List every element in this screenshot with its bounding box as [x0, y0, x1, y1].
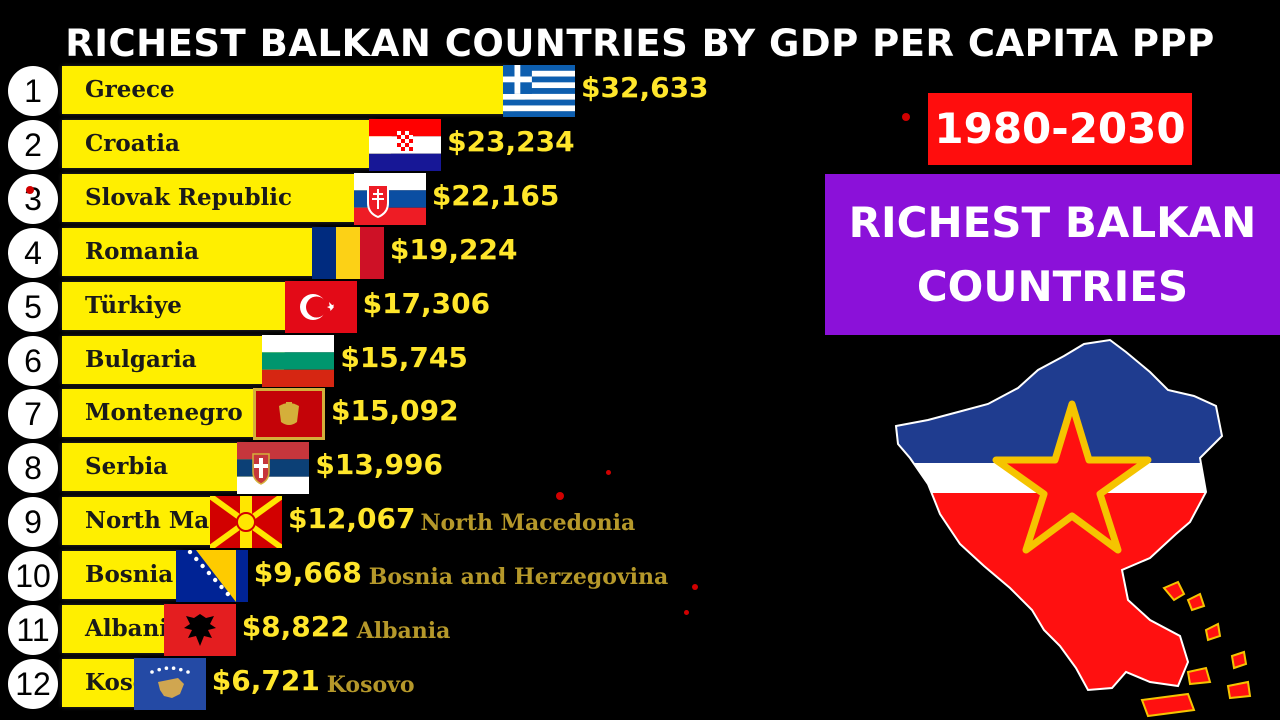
rank-badge: 3: [8, 173, 58, 224]
chart-row: 9 North Mace $12,067 North Macedonia: [0, 495, 780, 549]
country-name-label: Bosnia and Herzegovina: [368, 564, 669, 591]
chart-row: 4 Romania $19,224: [0, 226, 780, 280]
bulgaria-flag-icon: [262, 334, 335, 387]
value-label: $13,996: [315, 448, 443, 482]
caption-text: RICHEST BALKAN COUNTRIES: [848, 197, 1257, 311]
turkiye-flag-icon: [284, 280, 357, 333]
chart-row: 3 Slovak Republic $22,165: [0, 172, 780, 226]
year-range-badge: 1980-2030: [928, 93, 1192, 165]
value-label: $32,633: [581, 71, 709, 104]
bar-label: Greece: [85, 76, 175, 103]
rank-badge: 2: [8, 119, 58, 170]
bar-label: Türkiye: [85, 291, 182, 319]
value-label: $17,306: [362, 286, 491, 320]
romania-flag-icon: [311, 226, 384, 279]
value-label: $8,822: [241, 610, 350, 643]
bar-label: North Mace: [85, 507, 234, 535]
bosnia-flag-icon: [175, 550, 248, 603]
rank-badge: 11: [8, 605, 58, 655]
rank-badge: 6: [8, 335, 58, 386]
value-label: $19,224: [389, 232, 518, 266]
chart-row: 7 Montenegro $15,092: [0, 387, 780, 441]
bar-turkiye: Türkiye: [62, 281, 309, 330]
value-label: $15,745: [340, 340, 468, 374]
bar-slovakia: Slovak Republic: [62, 173, 378, 222]
chart-row: 11 Albania $8,822 Albania: [0, 603, 780, 657]
chart-row: 6 Bulgaria $15,745: [0, 334, 780, 388]
bar-chart-race: 1 Greece $32,633 2 Croatia $23,234 3 Slovak Rep…: [0, 64, 780, 711]
greece-flag-icon: [503, 65, 575, 117]
bar-label: Croatia: [85, 129, 180, 157]
albania-flag-icon: [163, 604, 236, 656]
rank-badge: 12: [8, 658, 58, 709]
value-label: $23,234: [447, 124, 575, 158]
chart-row: 1 Greece $32,633: [0, 64, 780, 118]
bar-bulgaria: Bulgaria: [62, 335, 287, 384]
serbia-flag-icon: [237, 442, 310, 495]
rank-badge: 7: [8, 389, 58, 440]
bar-montenegro: Montenegro: [62, 389, 278, 438]
red-speck: [26, 186, 34, 194]
yugoslavia-flag-map-icon: [894, 338, 1252, 718]
croatia-flag-icon: [369, 118, 442, 171]
red-speck: [556, 492, 564, 500]
montenegro-flag-icon: [253, 388, 326, 441]
rank-badge: 9: [8, 497, 58, 548]
caption-box: RICHEST BALKAN COUNTRIES: [825, 174, 1280, 335]
bar-label: Montenegro: [85, 399, 243, 427]
slovakia-flag-icon: [353, 172, 426, 225]
value-label: $15,092: [331, 394, 459, 428]
rank-badge: 8: [8, 443, 58, 494]
bar-north-macedonia: North Mace: [62, 497, 234, 546]
bar-romania: Romania: [62, 227, 336, 276]
value-label: $22,165: [431, 178, 560, 212]
rank-badge: 4: [8, 227, 58, 278]
value-label: $6,721: [211, 663, 320, 697]
bar-label: Romania: [85, 237, 200, 265]
country-name-label: Albania: [356, 618, 451, 644]
chart-row: 12 Kosov $6,721 Kosovo: [0, 657, 780, 711]
north-macedonia-flag-icon: [209, 496, 282, 549]
chart-title: RICHEST BALKAN COUNTRIES BY GDP PER CAPI…: [65, 22, 1215, 65]
red-speck: [684, 610, 689, 615]
rank-badge: 1: [8, 66, 58, 116]
country-name-label: Kosovo: [326, 671, 415, 698]
bar-greece: Greece: [62, 66, 527, 114]
chart-row: 8 Serbia $13,996: [0, 441, 780, 495]
kosovo-flag-icon: [133, 657, 206, 710]
bar-serbia: Serbia: [62, 443, 262, 492]
value-label: $12,067: [287, 502, 416, 536]
red-speck: [902, 113, 910, 121]
bar-label: Slovak Republic: [85, 183, 293, 211]
bar-label: Bulgaria: [85, 345, 197, 373]
chart-row: 10 Bosnia ar $9,668 Bosnia and Herzegovina: [0, 549, 780, 603]
bar-croatia: Croatia: [62, 119, 394, 168]
rank-badge: 10: [8, 551, 58, 602]
rank-badge: 5: [8, 281, 58, 332]
bar-label: Serbia: [85, 453, 169, 481]
red-speck: [692, 584, 698, 590]
value-label: $9,668: [253, 556, 362, 590]
chart-row: 2 Croatia $23,234: [0, 118, 780, 172]
chart-row: 5 Türkiye $17,306: [0, 280, 780, 334]
country-name-label: North Macedonia: [420, 510, 636, 537]
red-speck: [606, 470, 611, 475]
